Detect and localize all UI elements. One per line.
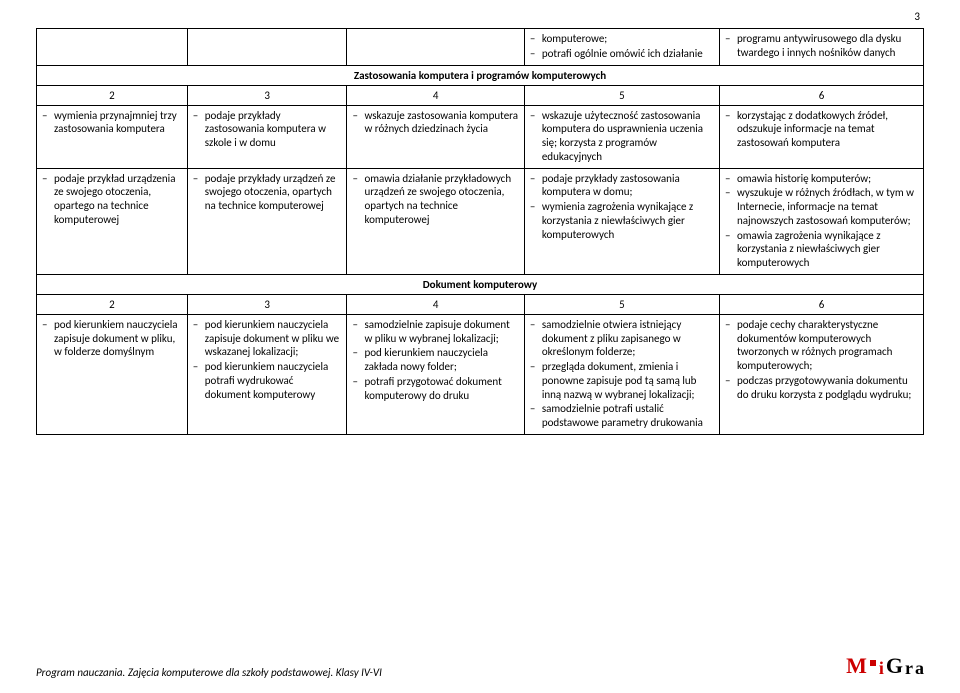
list-item: samodzielnie potrafi ustalić podstawowe … [530, 402, 714, 430]
list-item: wymienia przynajmniej trzy zastosowania … [42, 109, 182, 137]
section-header-row: Dokument komputerowy [37, 274, 924, 294]
migra-logo: MiGra [846, 653, 924, 679]
cell: omawia działanie przykładowych urządzeń … [352, 172, 518, 227]
list-item: korzystając z dodatkowych źródeł, odszuk… [725, 109, 918, 150]
page-number: 3 [914, 10, 920, 23]
list-item: wskazuje użyteczność zastosowania komput… [530, 109, 714, 164]
table-row: podaje przykład urządzenia ze swojego ot… [37, 168, 924, 274]
page-footer: Program nauczania. Zajęcia komputerowe d… [0, 653, 960, 679]
cell: podaje cechy charakterystyczne dokumentó… [725, 318, 918, 402]
list-item: podaje przykłady urządzeń ze swojego oto… [193, 172, 342, 213]
cell: wskazuje użyteczność zastosowania komput… [530, 109, 714, 164]
list-item: potrafi ogólnie omówić ich działanie [530, 47, 714, 61]
list-item: wskazuje zastosowania komputera w różnyc… [352, 109, 518, 137]
col-num: 3 [187, 85, 347, 105]
cell: podaje przykłady zastosowania komputera … [530, 172, 714, 242]
col-num: 2 [37, 294, 188, 314]
cell: programu antywirusowego dla dysku twarde… [725, 32, 918, 60]
list-item: podaje cechy charakterystyczne dokumentó… [725, 318, 918, 373]
cell: samodzielnie otwiera istniejący dokument… [530, 318, 714, 430]
col-num: 6 [719, 85, 923, 105]
col-num: 4 [347, 85, 524, 105]
list-item: wymienia zagrożenia wynikające z korzyst… [530, 200, 714, 241]
cell: samodzielnie zapisuje dokument w pliku w… [352, 318, 518, 403]
list-item: podaje przykład urządzenia ze swojego ot… [42, 172, 182, 227]
cell: pod kierunkiem nauczyciela zapisuje doku… [42, 318, 182, 359]
col-num: 5 [524, 85, 719, 105]
section-header-row: Zastosowania komputera i programów kompu… [37, 65, 924, 85]
section-title: Dokument komputerowy [37, 274, 924, 294]
list-item: podaje przykłady zastosowania komputera … [193, 109, 342, 150]
cell: komputerowe;potrafi ogólnie omówić ich d… [530, 32, 714, 61]
list-item: podaje przykłady zastosowania komputera … [530, 172, 714, 200]
list-item: pod kierunkiem nauczyciela zapisuje doku… [42, 318, 182, 359]
col-num: 2 [37, 85, 188, 105]
list-item: samodzielnie zapisuje dokument w pliku w… [352, 318, 518, 346]
list-item: omawia historię komputerów; [725, 172, 918, 186]
list-item: potrafi przygotować dokument komputerowy… [352, 375, 518, 403]
list-item: omawia zagrożenia wynikające z korzystan… [725, 229, 918, 270]
list-item: samodzielnie otwiera istniejący dokument… [530, 318, 714, 359]
footer-text: Program nauczania. Zajęcia komputerowe d… [36, 666, 382, 679]
table-row: komputerowe;potrafi ogólnie omówić ich d… [37, 29, 924, 66]
list-item: komputerowe; [530, 32, 714, 46]
cell: podaje przykład urządzenia ze swojego ot… [42, 172, 182, 227]
col-num: 4 [347, 294, 524, 314]
table-row: wymienia przynajmniej trzy zastosowania … [37, 105, 924, 168]
column-number-row: 2 3 4 5 6 [37, 294, 924, 314]
list-item: wyszukuje w różnych źródłach, w tym w In… [725, 186, 918, 227]
section-title: Zastosowania komputera i programów kompu… [37, 65, 924, 85]
column-number-row: 2 3 4 5 6 [37, 85, 924, 105]
list-item: pod kierunkiem nauczyciela zakłada nowy … [352, 346, 518, 374]
list-item: pod kierunkiem nauczyciela zapisuje doku… [193, 318, 342, 359]
curriculum-table: komputerowe;potrafi ogólnie omówić ich d… [36, 28, 924, 435]
list-item: przegląda dokument, zmienia i ponowne za… [530, 360, 714, 401]
list-item: omawia działanie przykładowych urządzeń … [352, 172, 518, 227]
cell: podaje przykłady zastosowania komputera … [193, 109, 342, 150]
col-num: 6 [719, 294, 923, 314]
cell: omawia historię komputerów;wyszukuje w r… [725, 172, 918, 270]
cell: wskazuje zastosowania komputera w różnyc… [352, 109, 518, 137]
cell: korzystając z dodatkowych źródeł, odszuk… [725, 109, 918, 150]
col-num: 3 [187, 294, 347, 314]
cell: wymienia przynajmniej trzy zastosowania … [42, 109, 182, 137]
list-item: podczas przygotowywania dokumentu do dru… [725, 374, 918, 402]
list-item: pod kierunkiem nauczyciela potrafi wydru… [193, 360, 342, 401]
cell: pod kierunkiem nauczyciela zapisuje doku… [193, 318, 342, 402]
col-num: 5 [524, 294, 719, 314]
cell: podaje przykłady urządzeń ze swojego oto… [193, 172, 342, 213]
list-item: programu antywirusowego dla dysku twarde… [725, 32, 918, 60]
table-row: pod kierunkiem nauczyciela zapisuje doku… [37, 314, 924, 434]
